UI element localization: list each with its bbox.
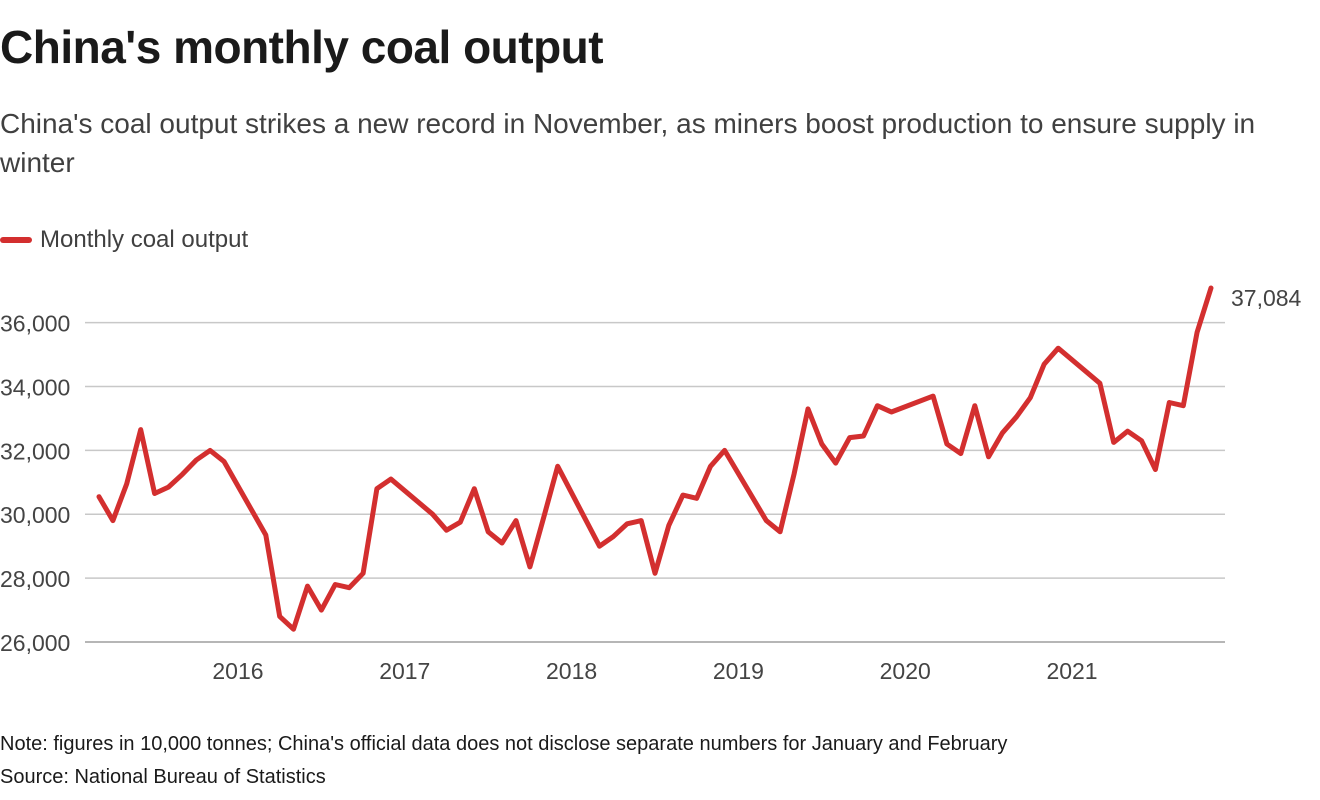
footnote: Note: figures in 10,000 tonnes; China's …: [0, 733, 1008, 755]
x-tick-label: 2020: [880, 658, 931, 684]
chart-subtitle: China's coal output strikes a new record…: [0, 108, 1256, 178]
x-tick-label: 2017: [379, 658, 430, 684]
y-tick-label: 32,000: [0, 438, 70, 464]
y-axis: 26,000 28,000 30,000 32,000 34,000 36,000: [0, 311, 70, 656]
y-tick-label: 34,000: [0, 374, 70, 400]
last-value-label: 37,084: [1231, 285, 1302, 311]
y-tick-label: 30,000: [0, 502, 70, 528]
series-layer: 37,084: [96, 285, 1302, 632]
x-tick-label: 2019: [713, 658, 764, 684]
y-tick-label: 36,000: [0, 311, 70, 337]
legend-line-swatch: [0, 237, 32, 243]
line-chart: 26,000 28,000 30,000 32,000 34,000 36,000 201…: [0, 285, 1302, 684]
source-credit: Source: National Bureau of Statistics: [0, 766, 326, 788]
series-line-coal-output: [96, 285, 1214, 632]
y-tick-label: 26,000: [0, 630, 70, 656]
legend: Monthly coal output: [0, 226, 248, 254]
x-tick-label: 2018: [546, 658, 597, 684]
legend-label: Monthly coal output: [40, 226, 249, 253]
y-tick-label: 28,000: [0, 566, 70, 592]
x-axis: 2016 2017 2018 2019 2020 2021: [212, 658, 1097, 684]
x-tick-label: 2021: [1046, 658, 1097, 684]
x-tick-label: 2016: [212, 658, 263, 684]
gridlines: [85, 321, 1225, 643]
chart-title: China's monthly coal output: [0, 21, 604, 73]
